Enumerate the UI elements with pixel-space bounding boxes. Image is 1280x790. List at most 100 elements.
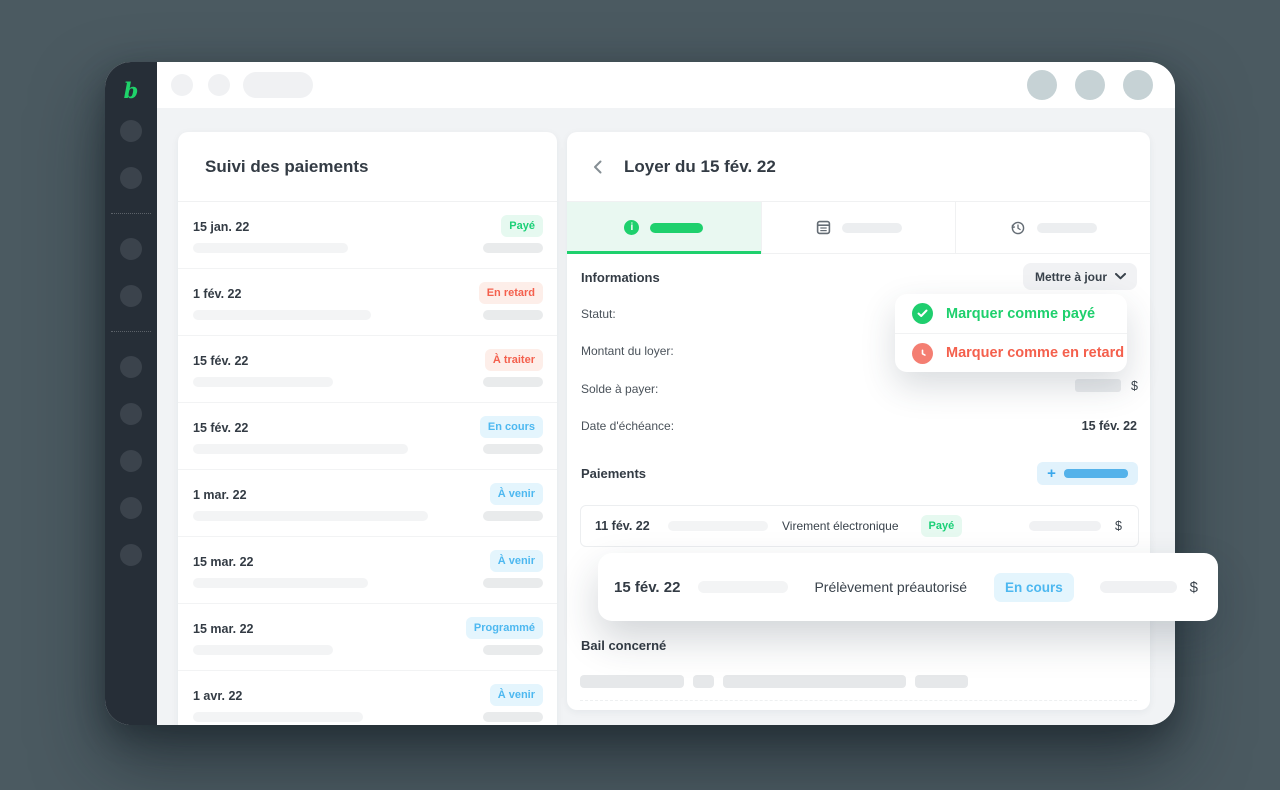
payment-date: 15 fév. 22 (614, 578, 681, 596)
item-date: 1 fév. 22 (193, 287, 242, 301)
amount-placeholder (483, 712, 543, 722)
info-icon: i (624, 220, 640, 235)
list-title: Suivi des paiements (205, 156, 369, 176)
text-placeholder (915, 675, 968, 688)
sidebar-item[interactable] (120, 120, 142, 142)
item-date: 15 jan. 22 (193, 220, 250, 234)
echeance-value: 15 fév. 22 (1081, 419, 1137, 433)
sidebar-item[interactable] (120, 167, 142, 189)
menu-item-label: Marquer comme payé (946, 305, 1096, 322)
sidebar-item[interactable] (120, 238, 142, 260)
sidebar-item[interactable] (120, 450, 142, 472)
detail-title: Loyer du 15 fév. 22 (624, 156, 776, 176)
bail-heading: Bail concerné (581, 638, 667, 653)
amount-placeholder (483, 578, 543, 588)
update-button[interactable]: Mettre à jour (1022, 263, 1137, 290)
sidebar-item[interactable] (120, 356, 142, 378)
status-badge: À traiter (484, 349, 543, 371)
payment-list-item[interactable]: 15 fév. 22 À traiter (178, 336, 557, 403)
menu-item-mark-late[interactable]: Marquer comme en retard (895, 333, 1127, 372)
amount-placeholder (1099, 581, 1177, 593)
rent-detail-panel: Loyer du 15 fév. 22 i (567, 132, 1150, 710)
topbar-button[interactable] (208, 74, 230, 96)
status-badge: À venir (489, 550, 543, 572)
chevron-left-icon (594, 160, 602, 173)
payment-placeholder (698, 581, 789, 593)
amount-placeholder (483, 243, 543, 253)
topbar-avatar[interactable] (1123, 70, 1153, 100)
amount-placeholder (483, 511, 543, 521)
currency-symbol: $ (1189, 578, 1198, 596)
topbar-avatar[interactable] (1075, 70, 1105, 100)
text-placeholder (193, 511, 428, 521)
sidebar-divider (111, 331, 151, 332)
informations-heading: Informations (581, 270, 660, 285)
payment-row[interactable]: 11 fév. 22 Virement électronique Payé $ (580, 505, 1139, 547)
tab-label-placeholder (841, 222, 902, 233)
amount-placeholder (483, 444, 543, 454)
payment-method: Prélèvement préautorisé (814, 579, 967, 595)
status-badge: Payé (501, 215, 543, 237)
sidebar-item[interactable] (120, 497, 142, 519)
text-placeholder (193, 712, 363, 722)
check-circle-icon (912, 303, 933, 324)
currency-symbol: $ (1115, 519, 1122, 533)
tab-historique[interactable] (955, 202, 1150, 253)
payment-list-item[interactable]: 1 mar. 22 À venir (178, 470, 557, 537)
sidebar-item[interactable] (120, 544, 142, 566)
payment-list-item[interactable]: 15 jan. 22 Payé (178, 202, 557, 269)
item-date: 1 mar. 22 (193, 488, 247, 502)
text-placeholder (580, 675, 684, 688)
detail-tabs: i (567, 202, 1150, 254)
payment-list-item[interactable]: 15 fév. 22 En cours (178, 403, 557, 470)
item-date: 1 avr. 22 (193, 689, 243, 703)
payments-list-panel: Suivi des paiements 15 jan. 22 Payé 1 fé… (178, 132, 557, 725)
item-date: 15 fév. 22 (193, 421, 249, 435)
topbar (157, 62, 1175, 108)
status-badge: En cours (993, 572, 1074, 602)
status-badge: À venir (489, 684, 543, 706)
sidebar-divider (111, 213, 151, 214)
solde-label: Solde à payer: (581, 382, 659, 396)
tab-documents[interactable] (760, 202, 956, 253)
payment-placeholder (668, 521, 768, 531)
payment-list-item[interactable]: 1 fév. 22 En retard (178, 269, 557, 336)
tab-label-placeholder (1036, 222, 1097, 233)
topbar-button[interactable] (171, 74, 193, 96)
solde-value-placeholder (1075, 379, 1121, 392)
add-payment-button[interactable]: + (1037, 462, 1138, 485)
tab-informations[interactable]: i (567, 202, 761, 254)
payment-list-item[interactable]: 15 mar. 22 À venir (178, 537, 557, 604)
paiements-heading: Paiements (581, 466, 647, 481)
payment-row-highlighted[interactable]: 15 fév. 22 Prélèvement préautorisé En co… (598, 553, 1218, 621)
amount-placeholder (483, 310, 543, 320)
tab-label-placeholder (650, 222, 704, 233)
main-area: Suivi des paiements 15 jan. 22 Payé 1 fé… (157, 108, 1175, 725)
echeance-label: Date d'échéance: (581, 419, 675, 433)
sidebar-item[interactable] (120, 403, 142, 425)
bail-placeholder-row (580, 675, 968, 688)
app-window: b Suivi des paiements 15 jan. 22 Payé (105, 62, 1175, 725)
item-date: 15 fév. 22 (193, 354, 249, 368)
payment-list-item[interactable]: 15 mar. 22 Programmé (178, 604, 557, 671)
topbar-avatar[interactable] (1027, 70, 1057, 100)
payment-method: Virement électronique (782, 519, 899, 533)
detail-header: Loyer du 15 fév. 22 (567, 132, 1150, 202)
back-button[interactable] (593, 159, 607, 175)
status-badge: En retard (478, 282, 543, 304)
text-placeholder (693, 675, 714, 688)
currency-symbol: $ (1131, 379, 1138, 393)
status-badge: Programmé (465, 617, 543, 639)
payment-date: 11 fév. 22 (595, 519, 650, 533)
text-placeholder (193, 444, 408, 454)
status-badge: En cours (479, 416, 543, 438)
sidebar-item[interactable] (120, 285, 142, 307)
update-button-label: Mettre à jour (1034, 269, 1107, 284)
topbar-placeholder (243, 72, 313, 98)
button-label-placeholder (1063, 469, 1128, 478)
billing-icon (816, 220, 830, 235)
text-placeholder (193, 243, 348, 253)
amount-placeholder (483, 645, 543, 655)
menu-item-mark-paid[interactable]: Marquer comme payé (895, 294, 1127, 333)
payment-list-item[interactable]: 1 avr. 22 À venir (178, 671, 557, 725)
